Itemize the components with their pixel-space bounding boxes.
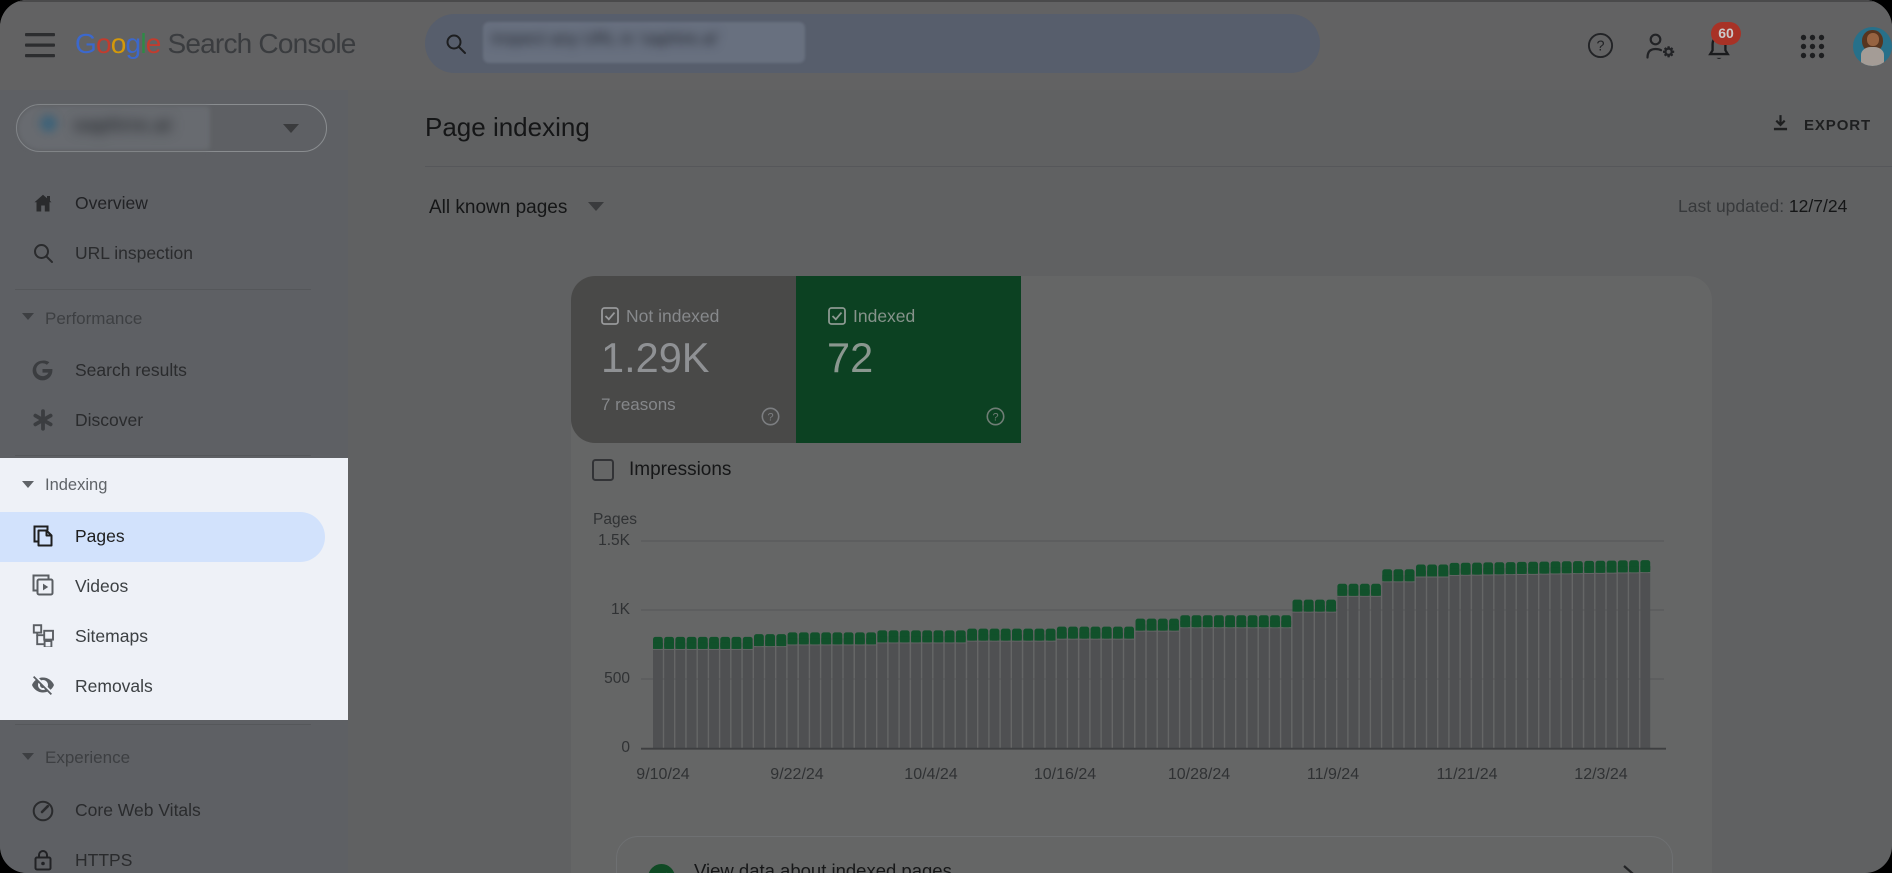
svg-text:?: ? xyxy=(992,412,998,424)
svg-text:?: ? xyxy=(1596,39,1604,55)
svg-text:?: ? xyxy=(767,412,773,424)
